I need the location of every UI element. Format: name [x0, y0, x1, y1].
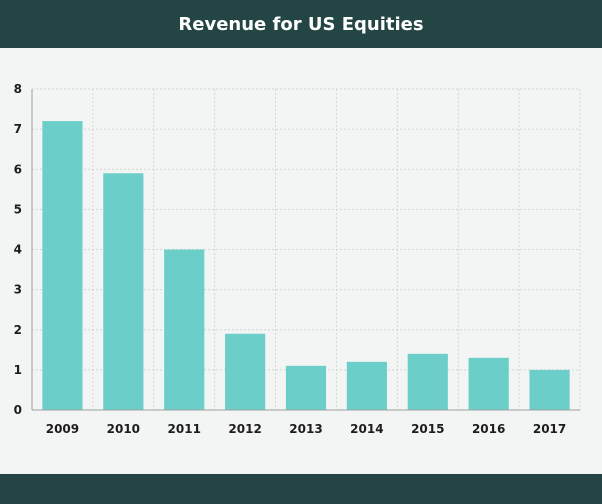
- x-tick-label: 2011: [168, 422, 201, 436]
- bar-2012: [225, 333, 266, 410]
- x-tick-label: 2014: [350, 422, 383, 436]
- bar-2009: [42, 121, 83, 410]
- chart-header: Revenue for US Equities: [0, 0, 602, 48]
- x-tick-label: 2012: [228, 422, 261, 436]
- bar-2013: [285, 365, 327, 410]
- y-tick-label: 0: [14, 403, 22, 417]
- bar-2010: [103, 173, 144, 410]
- x-tick-label: 2016: [472, 422, 505, 436]
- x-tick-label: 2017: [533, 422, 566, 436]
- y-tick-label: 6: [14, 162, 22, 176]
- y-tick-label: 1: [14, 363, 22, 377]
- x-tick-label: 2015: [411, 422, 444, 436]
- bar-2011: [164, 249, 205, 410]
- y-tick-label: 2: [14, 323, 22, 337]
- bar-2016: [468, 357, 509, 410]
- y-tick-label: 3: [14, 283, 22, 297]
- bar-2014: [346, 361, 387, 410]
- chart-footer: [0, 474, 602, 504]
- bar-2017: [529, 369, 570, 410]
- x-tick-label: 2010: [107, 422, 140, 436]
- x-tick-label: 2009: [46, 422, 79, 436]
- y-tick-label: 4: [14, 243, 22, 257]
- bar-2015: [407, 353, 448, 410]
- y-tick-label: 8: [14, 82, 22, 96]
- chart-title: Revenue for US Equities: [178, 13, 424, 35]
- x-tick-label: 2013: [289, 422, 322, 436]
- y-tick-label: 5: [14, 202, 22, 216]
- bar-chart: 0 1 2 3 4 5 6 7 8 2009 2010 2011 2012 2013 2014 2015 201…: [14, 82, 581, 436]
- y-tick-label: 7: [14, 122, 22, 136]
- chart-area: 0 1 2 3 4 5 6 7 8 2009 2010 2011 2012 2013 2014 2015 201…: [0, 48, 602, 474]
